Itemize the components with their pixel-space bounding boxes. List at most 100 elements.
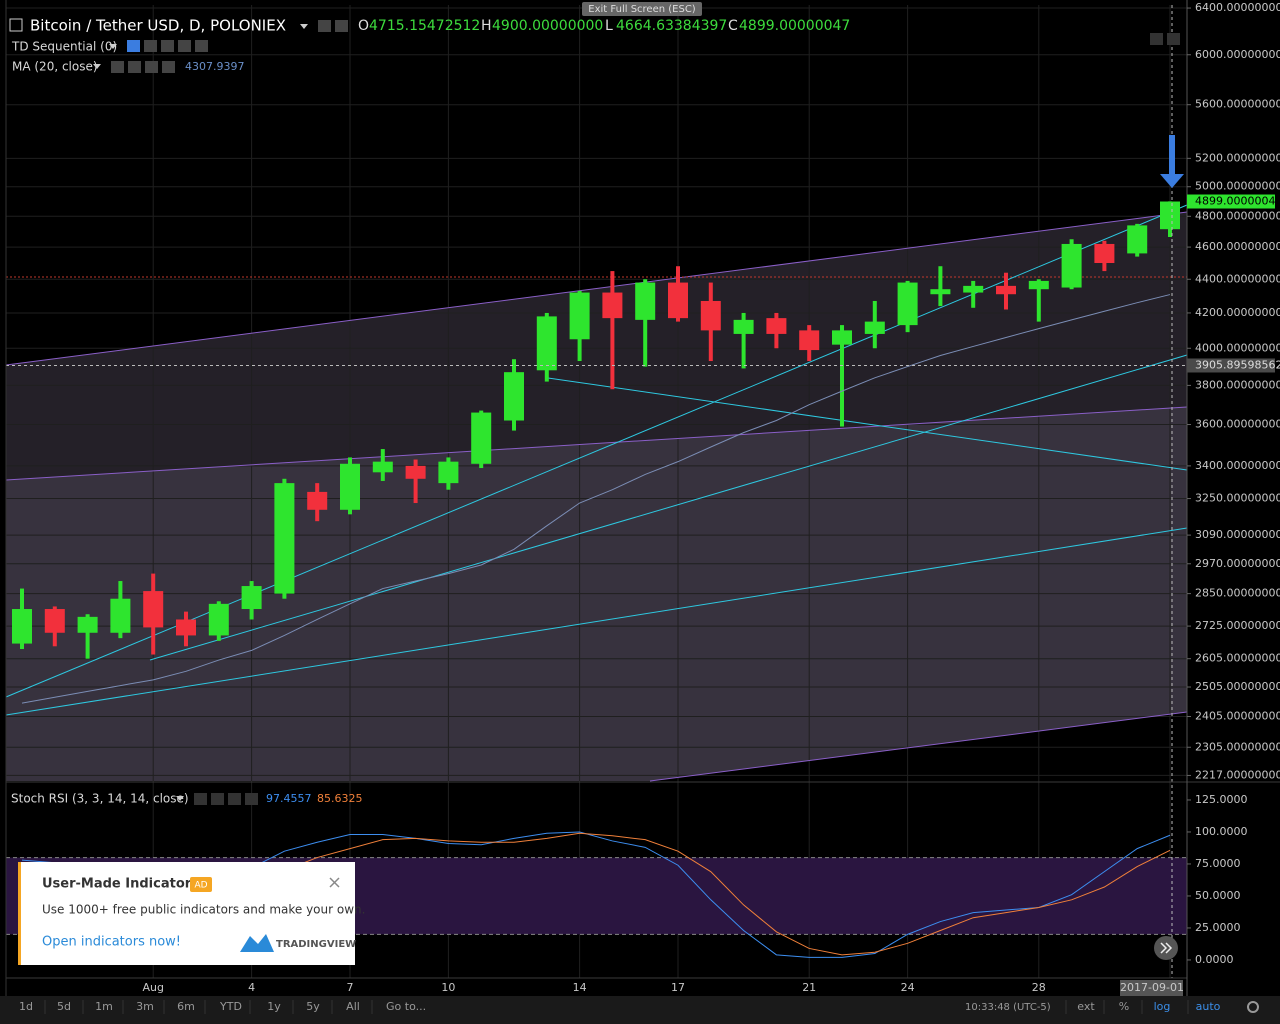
ma-line <box>21 294 1171 704</box>
candle-body <box>208 603 229 636</box>
icon[interactable] <box>194 793 207 805</box>
x-tick-label: 24 <box>901 981 915 994</box>
settings-button[interactable] <box>1247 1001 1259 1013</box>
icon[interactable] <box>245 793 258 805</box>
toggle-button[interactable]: auto <box>1196 1000 1221 1013</box>
crosshair-tag <box>1187 358 1275 373</box>
dropdown[interactable] <box>300 24 308 29</box>
toolbar <box>0 996 1280 1024</box>
icon[interactable] <box>128 61 141 73</box>
range-button[interactable]: 5y <box>306 1000 320 1013</box>
x-label-box <box>1120 980 1183 996</box>
range-button[interactable]: 3m <box>136 1000 154 1013</box>
icon[interactable] <box>318 20 331 32</box>
x-tick-label: 7 <box>347 981 354 994</box>
range-button[interactable]: 5d <box>57 1000 71 1013</box>
channel-line <box>5 211 1188 366</box>
candle-wick <box>643 279 648 367</box>
symbol-title: Bitcoin / Tether USD, D, POLONIEX <box>30 17 286 35</box>
icon[interactable] <box>195 40 208 52</box>
y-tick-label: 3400.00000000 <box>1195 459 1280 472</box>
dropdown[interactable] <box>176 796 184 801</box>
candle-body <box>536 316 557 371</box>
y-tick-label: 2305.00000000 <box>1195 740 1280 753</box>
range-button[interactable]: All <box>346 1000 360 1013</box>
trend-line <box>547 377 1188 471</box>
ohlc-value: 4900.00000000 <box>492 18 603 34</box>
candle-body <box>766 318 787 334</box>
candle-body <box>864 321 885 334</box>
range-button[interactable]: 1m <box>95 1000 113 1013</box>
x-tick-label: 21 <box>802 981 816 994</box>
icon[interactable] <box>1150 33 1163 45</box>
ohlc-letter: L <box>605 18 613 34</box>
ad-close[interactable] <box>329 877 340 888</box>
collapse-icon[interactable] <box>9 18 23 32</box>
y-tick-label: 75.0000 <box>1195 857 1241 870</box>
ma-name: MA (20, close) <box>12 60 98 74</box>
dropdown[interactable] <box>93 64 101 69</box>
icon[interactable] <box>161 40 174 52</box>
icon[interactable] <box>162 61 175 73</box>
y-tick-label: 4600.00000000 <box>1195 240 1280 253</box>
scroll-icon <box>1160 942 1173 954</box>
icon[interactable] <box>335 20 348 32</box>
icon[interactable] <box>228 793 241 805</box>
ma-value: 4307.9397 <box>185 60 245 73</box>
y-tick-label: 2405.00000000 <box>1195 710 1280 723</box>
ohlc-value: 4899.00000047 <box>739 18 850 34</box>
x-tick-label: 28 <box>1032 981 1046 994</box>
trend-line <box>5 527 1188 716</box>
toggle-button[interactable]: ext <box>1077 1000 1095 1013</box>
dropdown[interactable] <box>109 44 117 49</box>
y-tick-label: 5200.00000000 <box>1195 151 1280 164</box>
x-tick-label: 2017-09-01 <box>1120 981 1184 994</box>
exit-fullscreen-label[interactable]: Exit Full Screen (ESC) <box>588 4 696 15</box>
candle-body <box>1127 225 1148 254</box>
y-tick-label: 4200.00000000 <box>1195 306 1280 319</box>
range-button[interactable]: 1y <box>267 1000 281 1013</box>
range-button[interactable]: 6m <box>177 1000 195 1013</box>
candle-body <box>602 292 623 319</box>
ad-link[interactable]: Open indicators now! <box>42 935 181 950</box>
goto-button[interactable]: Go to... <box>386 1000 426 1013</box>
candle-body <box>110 598 131 633</box>
icon[interactable] <box>211 793 224 805</box>
icon[interactable] <box>144 40 157 52</box>
ohlc-value: 4664.63384397 <box>616 18 727 34</box>
toolbar-items: 1d 5d 1m 3m 6m YTD 1y 5y All Go to... 10:33:48 (UT… <box>19 1000 1259 1014</box>
icon[interactable] <box>145 61 158 73</box>
candle-wick <box>610 271 615 390</box>
indicator-name: TD Sequential (0) <box>11 40 117 54</box>
exit-fullscreen[interactable] <box>582 2 702 16</box>
ad-brand: TRADINGVIEW <box>276 939 356 950</box>
candle-body <box>1061 243 1082 288</box>
toggle-button[interactable]: log <box>1154 1000 1171 1013</box>
candle-wick <box>413 459 418 504</box>
range-button[interactable]: 1d <box>19 1000 33 1013</box>
toggle-button[interactable]: % <box>1119 1000 1129 1013</box>
candle-body <box>340 463 360 510</box>
drawings <box>5 204 1188 782</box>
stoch-d-value: 85.6325 <box>317 792 363 805</box>
icon[interactable] <box>178 40 191 52</box>
range-button[interactable]: YTD <box>219 1000 242 1013</box>
y-tick-label: 0.0000 <box>1195 953 1234 966</box>
price-tag-label: 4899.00000047 <box>1195 195 1280 208</box>
channel-line <box>649 711 1188 782</box>
y-tick-label: 4400.00000000 <box>1195 272 1280 285</box>
ohlc-letter: C <box>728 18 738 34</box>
icon[interactable] <box>127 40 140 52</box>
y-tick-label: 50.0000 <box>1195 889 1241 902</box>
candle-body <box>799 330 820 351</box>
candle-body <box>1160 201 1180 230</box>
icon[interactable] <box>1167 33 1180 45</box>
x-tick-label: 10 <box>441 981 455 994</box>
icon[interactable] <box>111 61 124 73</box>
candle-body <box>963 285 984 293</box>
x-tick-label: 4 <box>248 981 255 994</box>
candle-body <box>438 461 459 484</box>
y-tick-label: 2217.00000000 <box>1195 768 1280 781</box>
